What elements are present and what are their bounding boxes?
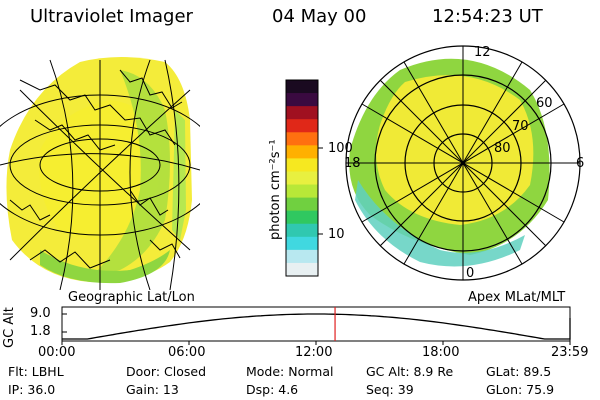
footer-gc-alt: GC Alt: 8.9 Re: [366, 364, 454, 379]
colorbar-segment: [286, 171, 318, 186]
footer-filter: Flt: LBHL: [8, 364, 64, 379]
altitude-plot: [61, 306, 571, 345]
polar-plot-panel: [345, 45, 581, 281]
colorbar-ticks: [318, 147, 323, 235]
colorbar-segment: [286, 197, 318, 212]
altitude-xtick-0600: 06:00: [168, 345, 206, 360]
uv-image-left-green-band: [90, 70, 170, 278]
time-label: 12:54:23 UT: [432, 6, 543, 27]
mlt-label-18: 18: [344, 156, 361, 171]
footer-glat: GLat: 89.5: [486, 364, 552, 379]
uv-image-right-cyan: [355, 180, 525, 267]
colorbar-segment: [286, 249, 318, 264]
footer-glon: GLon: 75.9: [486, 382, 555, 397]
altitude-ytick-1-8: 1.8: [30, 324, 51, 339]
colorbar-segment: [286, 119, 318, 133]
footer-dsp: Dsp: 4.6: [246, 382, 299, 397]
colorbar-segment: [286, 262, 318, 277]
altitude-y-ticks: [62, 313, 67, 333]
colorbar-segment: [286, 93, 318, 107]
colorbar-unit-label: photon cm⁻²s⁻¹: [268, 139, 283, 240]
geo-grid: [0, 59, 200, 290]
altitude-ylabel: GC Alt: [2, 307, 17, 348]
apex-caption: Apex MLat/MLT: [468, 290, 566, 305]
mlat-label-70: 70: [512, 119, 529, 134]
colorbar-segment: [286, 236, 318, 251]
altitude-xtick-1800: 18:00: [422, 345, 460, 360]
polar-spokes: [346, 46, 580, 280]
colorbar-segment: [286, 210, 318, 225]
colorbar-tick-100: 100: [328, 141, 353, 156]
uv-image-right-yellow: [376, 75, 534, 225]
altitude-xtick-2359: 23:59: [551, 345, 589, 360]
uv-image-left-green-low: [40, 250, 170, 284]
footer-seq: Seq: 39: [366, 382, 414, 397]
colorbar-segment: [286, 184, 318, 199]
colorbar-segment: [286, 80, 318, 94]
footer-gain: Gain: 13: [126, 382, 179, 397]
colorbar-segment: [286, 106, 318, 120]
footer-door: Door: Closed: [126, 364, 207, 379]
altitude-curve: [62, 313, 571, 340]
colorbar-frame: [285, 79, 319, 277]
mlat-label-60: 60: [536, 96, 553, 111]
colorbar-segment: [286, 145, 318, 159]
altitude-x-ticks: [61, 341, 571, 345]
geographic-map-panel: [0, 57, 200, 290]
mlt-label-12: 12: [474, 45, 491, 60]
geographic-caption: Geographic Lat/Lon: [68, 290, 195, 305]
coastlines: [9, 69, 183, 269]
instrument-title: Ultraviolet Imager: [30, 6, 193, 27]
mlt-label-0: 0: [466, 266, 475, 281]
altitude-plot-frame: [61, 306, 571, 342]
colorbar-segment: [286, 223, 318, 238]
colorbar-segment: [286, 158, 318, 173]
footer-ip: IP: 36.0: [8, 382, 56, 397]
altitude-xtick-0000: 00:00: [38, 345, 76, 360]
colorbar: [285, 79, 319, 277]
altitude-ytick-9: 9.0: [30, 306, 51, 321]
colorbar-tick-10: 10: [328, 227, 345, 242]
mlt-label-6: 6: [576, 156, 585, 171]
colorbar-segment: [286, 132, 318, 146]
mlat-label-80: 80: [494, 141, 511, 156]
altitude-xtick-1200: 12:00: [295, 345, 333, 360]
footer-mode: Mode: Normal: [246, 364, 334, 379]
date-label: 04 May 00: [272, 6, 367, 27]
